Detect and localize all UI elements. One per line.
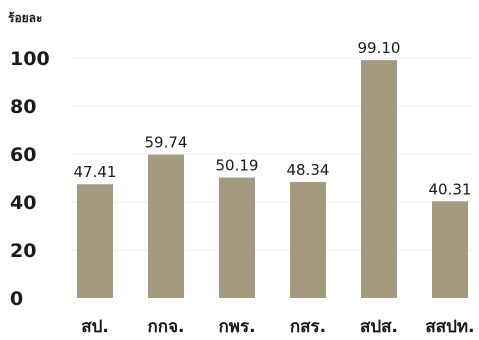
y-tick-label: 100 bbox=[10, 48, 50, 70]
data-label: 50.19 bbox=[216, 157, 259, 175]
y-axis-label: ร้อยละ bbox=[8, 11, 42, 25]
y-tick-label: 80 bbox=[10, 96, 36, 118]
bar bbox=[219, 177, 255, 298]
data-label: 48.34 bbox=[287, 161, 330, 179]
bar bbox=[432, 201, 468, 298]
data-labels: 47.41 59.74 50.19 48.34 99.10 40.31 bbox=[74, 39, 472, 198]
data-label: 40.31 bbox=[429, 180, 472, 198]
y-tick-label: 40 bbox=[10, 192, 36, 214]
x-tick-label: สปส. bbox=[360, 317, 398, 337]
bar bbox=[77, 184, 113, 298]
x-tick-label: สป. bbox=[81, 317, 109, 337]
y-tick-label: 0 bbox=[10, 288, 23, 310]
x-tick-label: กกจ. bbox=[147, 317, 184, 337]
data-label: 59.74 bbox=[145, 134, 188, 152]
gridlines bbox=[70, 57, 472, 251]
y-tick-label: 60 bbox=[10, 144, 36, 166]
bars bbox=[77, 60, 468, 298]
x-tick-label: กพร. bbox=[218, 317, 255, 337]
bar bbox=[148, 154, 184, 298]
data-label: 99.10 bbox=[358, 39, 401, 57]
x-tick-label: สสปท. bbox=[425, 317, 474, 337]
data-label: 47.41 bbox=[74, 163, 117, 181]
x-axis-ticks: สป. กกจ. กพร. กสร. สปส. สสปท. bbox=[81, 317, 474, 337]
bar bbox=[290, 181, 326, 298]
y-tick-label: 20 bbox=[10, 240, 36, 262]
x-tick-label: กสร. bbox=[290, 317, 326, 337]
bar bbox=[361, 60, 397, 298]
y-axis-ticks: 0 20 40 60 80 100 bbox=[10, 48, 50, 310]
